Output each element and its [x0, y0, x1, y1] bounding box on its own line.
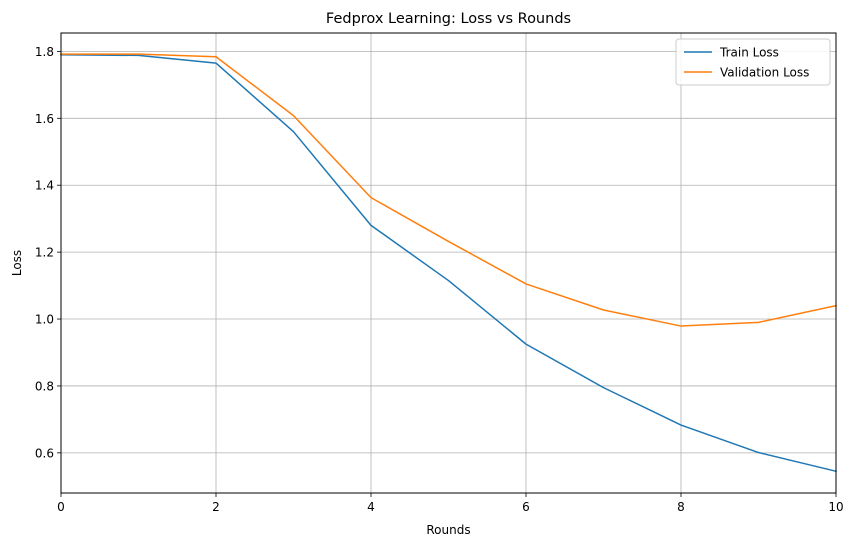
x-axis-ticks: 0 2 4 6 8 10: [57, 493, 844, 514]
y-axis-label: Loss: [10, 250, 24, 276]
y-tick-label: 1.6: [35, 112, 54, 126]
legend-label-train-loss: Train Loss: [719, 46, 779, 60]
y-tick-label: 1.2: [35, 246, 54, 260]
series-line-validation-loss: [60, 53, 837, 327]
x-tick-label: 8: [677, 500, 685, 514]
legend-label-validation-loss: Validation Loss: [720, 66, 809, 80]
y-tick-label: 1.8: [35, 45, 54, 59]
y-tick-label: 0.8: [35, 379, 54, 393]
x-tick-label: 2: [212, 500, 220, 514]
y-tick-label: 1.0: [35, 313, 54, 327]
series-line-train-loss: [60, 53, 837, 473]
x-axis-label: Rounds: [426, 523, 470, 537]
chart-title: Fedprox Learning: Loss vs Rounds: [326, 11, 571, 27]
x-tick-label: 0: [57, 500, 65, 514]
x-tick-label: 10: [828, 500, 843, 514]
grid-lines: [60, 33, 837, 493]
y-axis-ticks: 0.6 0.8 1.0 1.2 1.4 1.6 1.8: [35, 45, 61, 460]
y-tick-label: 0.6: [35, 446, 54, 460]
x-tick-label: 6: [522, 500, 530, 514]
legend-box: [675, 38, 831, 86]
plot-frame: [60, 32, 837, 494]
y-tick-label: 1.4: [35, 179, 54, 193]
legend: Train Loss Validation Loss: [675, 38, 831, 86]
x-tick-label: 4: [367, 500, 375, 514]
series-layer: [60, 53, 837, 473]
